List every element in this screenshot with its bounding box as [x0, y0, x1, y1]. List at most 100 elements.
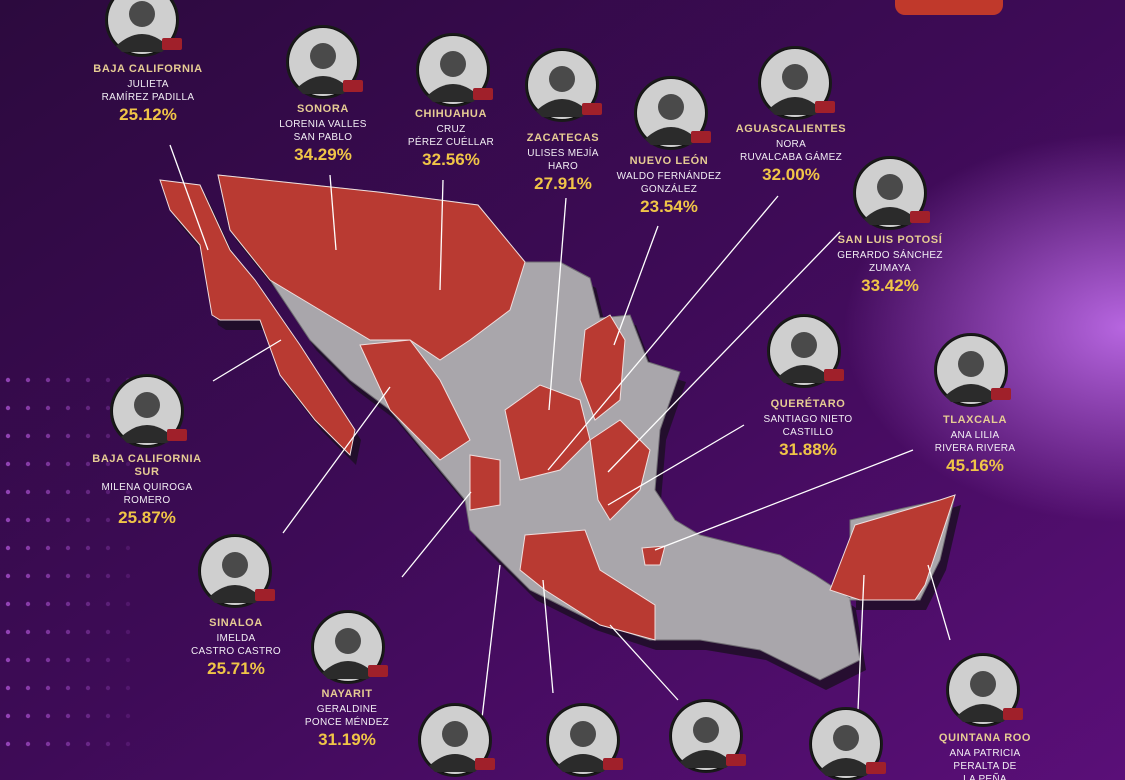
nuevo-leon-area	[579, 314, 626, 421]
dot	[65, 713, 71, 719]
dot	[45, 713, 51, 719]
dot	[45, 685, 51, 691]
party-badge	[582, 103, 602, 115]
party-badge	[473, 88, 493, 100]
dot	[85, 433, 91, 439]
shoulders	[945, 384, 997, 402]
header-tab	[895, 0, 1003, 15]
connector-line	[857, 574, 865, 711]
dot	[125, 601, 131, 607]
connector-line	[547, 195, 779, 471]
connector-line	[329, 174, 337, 251]
connector-line	[479, 564, 501, 736]
dot	[5, 685, 11, 691]
tlaxcala-area	[641, 545, 666, 566]
dot	[25, 601, 31, 607]
dot	[85, 545, 91, 551]
shoulders	[778, 365, 830, 383]
connector-line	[542, 579, 554, 694]
head	[222, 552, 248, 578]
connector-line	[169, 144, 209, 251]
dot	[5, 573, 11, 579]
dot	[65, 601, 71, 607]
vote-percent: 32.00%	[762, 165, 820, 184]
dot	[125, 545, 131, 551]
connector-line	[654, 449, 914, 551]
vote-percent: 23.54%	[640, 197, 698, 216]
party-badge	[824, 369, 844, 381]
dot	[65, 629, 71, 635]
state-label: AGUASCALIENTES	[736, 123, 846, 135]
candidate-name: PERALTA DE	[953, 761, 1016, 772]
head	[335, 628, 361, 654]
candidate-name: RUVALCABA GÁMEZ	[740, 150, 842, 163]
party-badge	[368, 665, 388, 677]
dot	[125, 461, 131, 467]
connector-line	[548, 197, 567, 411]
dot	[25, 545, 31, 551]
candidate-name: PONCE MÉNDEZ	[305, 715, 389, 728]
baja-peninsula	[159, 179, 356, 457]
dot	[85, 573, 91, 579]
dot	[5, 461, 11, 467]
dot	[45, 377, 51, 383]
dot	[105, 433, 111, 439]
dot	[65, 685, 71, 691]
head	[658, 94, 684, 120]
state-label: QUINTANA ROO	[939, 732, 1031, 744]
dot	[85, 377, 91, 383]
candidate-photo	[946, 653, 1023, 727]
head	[970, 671, 996, 697]
candidate-photo	[198, 534, 275, 608]
party-badge	[815, 101, 835, 113]
dot	[5, 601, 11, 607]
vote-percent: 25.87%	[118, 508, 176, 527]
dot	[85, 741, 91, 747]
head	[958, 351, 984, 377]
dot	[45, 489, 51, 495]
dot	[25, 433, 31, 439]
shoulders	[209, 585, 261, 603]
state-label: SUR	[134, 466, 159, 478]
dot	[25, 741, 31, 747]
candidate-name: GONZÁLEZ	[641, 182, 697, 195]
candidate-photo	[546, 703, 623, 777]
dot	[105, 685, 111, 691]
candidate-name: IMELDA	[216, 633, 255, 644]
connector-line	[609, 624, 679, 701]
vote-percent: 25.71%	[207, 659, 265, 678]
dot	[125, 517, 131, 523]
dot	[5, 545, 11, 551]
candidate-name: LORENIA VALLES	[279, 119, 366, 130]
candidate-photo	[286, 25, 363, 99]
head	[791, 332, 817, 358]
candidate-name: MILENA QUIROGA	[102, 482, 193, 493]
head	[440, 51, 466, 77]
dot	[25, 461, 31, 467]
northwest-states	[217, 174, 526, 361]
candidate-name: CASTRO CASTRO	[191, 646, 281, 657]
candidate-name: ANA PATRICIA	[949, 748, 1020, 759]
state-label: BAJA CALIFORNIA	[92, 453, 201, 465]
party-badge	[726, 754, 746, 766]
head	[833, 725, 859, 751]
head	[549, 66, 575, 92]
connector-line	[607, 424, 745, 506]
shoulders	[429, 754, 481, 772]
dot	[105, 713, 111, 719]
dot	[45, 461, 51, 467]
dot	[85, 601, 91, 607]
dot	[105, 461, 111, 467]
dot	[125, 741, 131, 747]
vote-percent: 31.19%	[318, 730, 376, 749]
dot	[65, 433, 71, 439]
party-badge	[991, 388, 1011, 400]
candidate-name: HARO	[548, 161, 578, 172]
head	[782, 64, 808, 90]
dot	[25, 489, 31, 495]
dot	[25, 573, 31, 579]
candidate-photo	[853, 156, 930, 230]
sinaloa-area	[359, 339, 471, 461]
shoulders	[322, 661, 374, 679]
candidate-photo	[669, 699, 746, 773]
